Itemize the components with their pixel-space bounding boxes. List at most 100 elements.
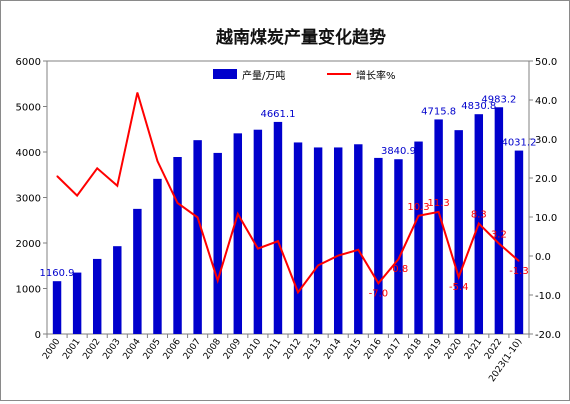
right-axis-tick-label: 40.0 xyxy=(535,96,557,107)
growth-rate-point xyxy=(337,255,339,257)
x-axis-tick-label: 2015 xyxy=(342,337,363,361)
growth-rate-point xyxy=(357,249,359,251)
legend-line-label: 增长率% xyxy=(356,69,396,82)
bar xyxy=(72,272,82,334)
bar xyxy=(153,178,162,334)
bar xyxy=(454,130,463,334)
line-data-label: -0.8 xyxy=(389,264,409,275)
x-axis-tick-label: 2018 xyxy=(403,337,424,362)
legend-bar-label: 产量/万吨 xyxy=(242,69,285,82)
bar xyxy=(193,140,202,334)
growth-rate-point xyxy=(217,280,219,282)
left-axis-tick-label: 3000 xyxy=(16,194,41,205)
growth-rate-point xyxy=(237,213,239,215)
growth-rate-point xyxy=(197,216,199,218)
bar xyxy=(394,159,403,334)
bar-data-label: 4715.8 xyxy=(421,106,456,117)
bar-data-label: 4830.8 xyxy=(461,101,496,112)
x-axis-tick-label: 2002 xyxy=(81,337,102,361)
x-axis-tick-label: 2009 xyxy=(222,337,243,362)
growth-rate-point xyxy=(56,175,58,177)
x-axis-tick-label: 2000 xyxy=(41,337,62,362)
growth-rate-point xyxy=(76,195,78,197)
bar xyxy=(434,119,443,335)
bar xyxy=(313,147,323,334)
left-axis-tick-label: 1000 xyxy=(16,285,41,296)
bar xyxy=(293,142,303,334)
right-axis-tick-label: 10.0 xyxy=(535,213,557,224)
bar xyxy=(92,258,102,334)
line-data-label: 3.2 xyxy=(491,230,507,241)
line-data-label: -1.3 xyxy=(509,266,529,277)
x-axis-tick-label: 2010 xyxy=(242,337,263,362)
x-axis-tick-label: 2013 xyxy=(302,337,323,361)
growth-rate-point xyxy=(478,223,480,225)
growth-rate-point xyxy=(438,211,440,213)
bar xyxy=(374,157,383,334)
bar xyxy=(113,246,122,334)
growth-rate-point xyxy=(277,240,279,242)
growth-rate-point xyxy=(377,282,379,284)
x-axis-tick-label: 2020 xyxy=(443,337,464,362)
line-data-label: -7.0 xyxy=(369,288,389,299)
bar xyxy=(52,281,62,334)
growth-rate-point xyxy=(397,258,399,260)
legend-bar-swatch xyxy=(213,69,237,79)
growth-rate-point xyxy=(518,260,520,262)
x-axis-tick-label: 2016 xyxy=(363,337,384,362)
line-data-label: 10.3 xyxy=(407,202,429,213)
right-axis-tick-label: 50.0 xyxy=(535,57,557,68)
left-axis-tick-label: 6000 xyxy=(16,57,41,68)
growth-rate-point xyxy=(116,185,118,187)
growth-rate-point xyxy=(136,92,138,94)
bar xyxy=(133,208,142,334)
x-axis-tick-label: 2021 xyxy=(463,337,484,361)
growth-rate-point xyxy=(458,276,460,278)
bar xyxy=(173,157,182,334)
legend: 产量/万吨 增长率% xyxy=(213,69,396,82)
growth-rate-point xyxy=(297,291,299,293)
line-data-label: -5.4 xyxy=(449,282,469,293)
x-axis-tick-label: 2012 xyxy=(282,337,303,361)
right-axis-tick-label: 20.0 xyxy=(535,174,557,185)
growth-rate-point xyxy=(317,264,319,266)
x-axis-tick-label: 2001 xyxy=(61,337,82,361)
bar xyxy=(273,121,283,334)
x-axis-tick-label: 2011 xyxy=(262,337,283,361)
x-axis-tick-label: 2014 xyxy=(322,337,343,362)
bar xyxy=(333,147,343,334)
growth-rate-point xyxy=(498,243,500,245)
x-axis-tick-label: 2008 xyxy=(202,337,223,362)
growth-rate-point xyxy=(177,202,179,204)
x-axis-tick-label: 2005 xyxy=(142,337,163,361)
line-data-label: 8.3 xyxy=(471,210,487,221)
left-axis-tick-label: 0 xyxy=(35,330,41,341)
x-axis-tick-label: 2003 xyxy=(101,337,122,361)
chart-title: 越南煤炭产量变化趋势 xyxy=(215,27,386,48)
growth-rate-line xyxy=(56,92,520,295)
bar xyxy=(213,152,222,334)
right-axis-tick-label: 30.0 xyxy=(535,135,557,146)
growth-rate-point xyxy=(96,167,98,169)
bar-data-label: 4983.2 xyxy=(481,94,516,105)
bar xyxy=(354,144,363,334)
growth-rate-point xyxy=(418,215,420,217)
left-axis-tick-label: 2000 xyxy=(16,239,41,250)
growth-rate-point xyxy=(257,248,259,250)
bar xyxy=(494,107,504,334)
plot-area: 0 1000 2000 3000 4000 5000 6000 -20.0 -10.0 0.0 10… xyxy=(16,57,561,384)
bar-data-label: 3840.9 xyxy=(381,146,416,157)
x-axis-tick-label: 2004 xyxy=(122,337,143,362)
bar-data-label: 4661.1 xyxy=(260,109,295,120)
bar xyxy=(514,150,524,334)
right-axis-tick-label: -20.0 xyxy=(535,330,561,341)
bar xyxy=(253,129,263,334)
right-axis-tick-label: -10.0 xyxy=(535,291,561,302)
line-data-label: 11.3 xyxy=(427,198,449,209)
bar-data-label: 1160.9 xyxy=(40,268,75,279)
bar-data-label: 4031.2 xyxy=(501,138,536,149)
left-axis-tick-label: 5000 xyxy=(16,103,41,114)
bar xyxy=(414,141,423,334)
